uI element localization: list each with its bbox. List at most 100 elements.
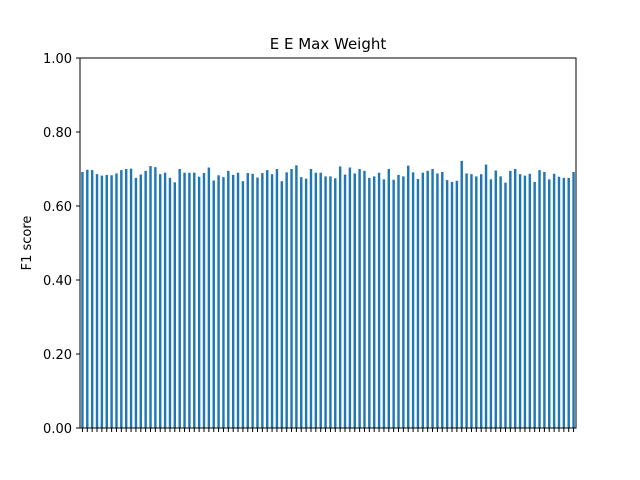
bar <box>105 174 108 428</box>
y-tick-label: 1.00 <box>43 52 72 67</box>
bar <box>504 182 507 428</box>
y-axis-title: F1 score <box>20 216 35 271</box>
bar <box>149 166 152 429</box>
bar <box>183 172 186 428</box>
bar <box>431 169 434 428</box>
bar <box>450 181 454 428</box>
bar <box>163 172 167 428</box>
bar <box>329 176 332 428</box>
bar <box>358 169 361 428</box>
bar <box>343 174 347 428</box>
y-axis-ticks: 0.00 0.20 0.40 0.60 0.80 1.00 <box>43 52 80 437</box>
bar <box>548 179 551 428</box>
bar <box>436 173 439 428</box>
bar <box>479 174 483 428</box>
bar <box>455 180 459 428</box>
bar <box>81 171 84 428</box>
bar <box>460 160 463 429</box>
bar <box>465 173 468 428</box>
bar <box>207 167 211 428</box>
bar <box>144 170 147 428</box>
bar <box>115 173 118 428</box>
bar <box>514 169 517 428</box>
bar <box>324 176 327 428</box>
bar <box>538 170 541 429</box>
bar <box>445 180 449 428</box>
bar <box>533 181 536 428</box>
bar <box>572 171 575 428</box>
bar <box>402 176 405 428</box>
bar <box>90 170 94 429</box>
bar <box>173 182 177 428</box>
bar <box>251 173 254 428</box>
bar <box>134 177 138 428</box>
bar <box>212 180 215 428</box>
bar <box>334 178 337 428</box>
bar <box>397 174 400 428</box>
bar <box>407 165 410 429</box>
bar <box>509 170 512 428</box>
bar <box>543 171 546 428</box>
bar <box>363 170 366 428</box>
bar <box>441 171 444 428</box>
bar <box>314 172 318 428</box>
y-tick-label: 0.00 <box>43 422 72 437</box>
bar <box>338 166 342 428</box>
bar <box>377 172 381 428</box>
bar <box>86 169 89 429</box>
bar <box>348 167 352 428</box>
y-tick-label: 0.80 <box>43 126 72 141</box>
bar <box>202 173 206 428</box>
bar <box>193 172 196 428</box>
bar <box>236 172 240 428</box>
bar <box>139 174 142 428</box>
bar <box>319 172 322 428</box>
bar <box>120 170 123 429</box>
bar <box>416 178 420 428</box>
bar <box>552 173 556 428</box>
bar <box>241 181 245 428</box>
bar <box>567 177 570 428</box>
bar <box>300 177 303 428</box>
bar <box>411 172 415 428</box>
bar <box>421 172 425 428</box>
bar <box>499 176 502 428</box>
bar <box>382 179 386 428</box>
bar <box>290 169 293 428</box>
y-tick-label: 0.40 <box>43 274 72 289</box>
bar <box>368 177 371 428</box>
bar <box>100 175 104 428</box>
bar <box>246 173 249 428</box>
bar <box>484 164 488 428</box>
bar <box>392 179 395 428</box>
x-axis-ticks <box>81 428 575 432</box>
bar <box>285 172 288 428</box>
bar <box>475 176 478 428</box>
bar <box>231 174 235 428</box>
bar <box>197 176 201 428</box>
chart-title: E E Max Weight <box>270 35 387 53</box>
bar <box>557 176 561 428</box>
bar <box>270 174 274 428</box>
bar <box>154 167 157 428</box>
bars-group <box>81 160 575 429</box>
bar <box>470 174 473 428</box>
bar <box>110 175 113 428</box>
bar <box>387 169 390 428</box>
bar <box>304 178 308 428</box>
bar <box>178 169 181 428</box>
bar <box>275 169 279 428</box>
bar <box>528 173 532 428</box>
bar <box>280 181 284 428</box>
bar <box>295 165 298 429</box>
bar <box>518 174 522 428</box>
bar <box>426 170 429 428</box>
bar <box>372 176 376 428</box>
bar <box>188 172 191 428</box>
bar <box>353 173 356 428</box>
y-tick-label: 0.60 <box>43 200 72 215</box>
bar <box>266 170 269 429</box>
bar <box>159 174 162 428</box>
bar <box>95 174 99 428</box>
